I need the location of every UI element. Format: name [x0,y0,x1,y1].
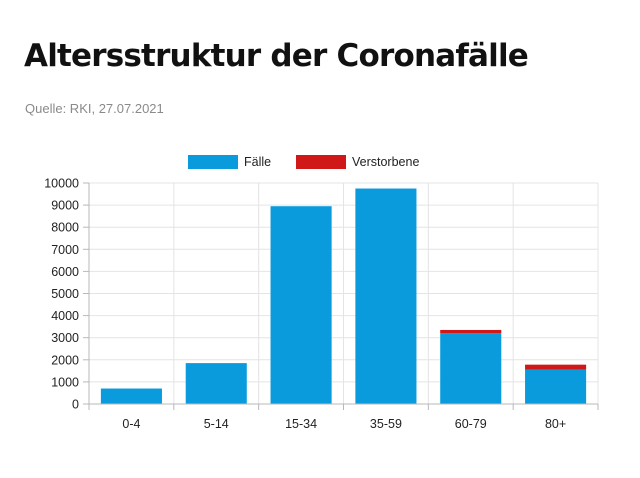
legend-label-cases: Fälle [244,155,271,169]
y-tick-label: 1000 [51,375,79,389]
x-tick-label: 15-34 [285,417,317,431]
y-tick-label: 2000 [51,353,79,367]
axes: 0 1000 2000 3000 4000 5000 6000 7000 8000 9000 100… [44,177,599,431]
x-tick-label: 80+ [545,417,566,431]
y-tick-label: 7000 [51,243,79,257]
y-tick-label: 8000 [51,221,79,235]
y-tick-label: 9000 [51,199,79,213]
bar-cases [100,388,162,404]
legend: Fälle Verstorbene [188,155,419,169]
bars [100,188,587,404]
y-tick-label: 0 [72,398,79,412]
y-tick-label: 10000 [44,177,79,191]
y-tick-label: 5000 [51,287,79,301]
y-tick-label: 3000 [51,331,79,345]
bar-cases [270,206,332,404]
bar-deaths [440,329,502,334]
bar-cases [525,369,587,404]
y-tick-label: 6000 [51,265,79,279]
legend-swatch-deaths [296,155,346,169]
x-tick-label: 0-4 [122,417,140,431]
x-tick-label: 35-59 [370,417,402,431]
bar-deaths [525,364,587,370]
legend-label-deaths: Verstorbene [352,155,419,169]
bar-cases [440,333,502,404]
x-tick-label: 5-14 [204,417,229,431]
bar-cases [185,363,247,404]
y-tick-label: 4000 [51,309,79,323]
gridlines [88,182,599,404]
source-note: Quelle: RKI, 27.07.2021 [25,101,164,116]
legend-swatch-cases [188,155,238,169]
x-tick-label: 60-79 [455,417,487,431]
bar-cases [355,188,417,404]
chart-title: Altersstruktur der Coronafälle [24,38,529,74]
